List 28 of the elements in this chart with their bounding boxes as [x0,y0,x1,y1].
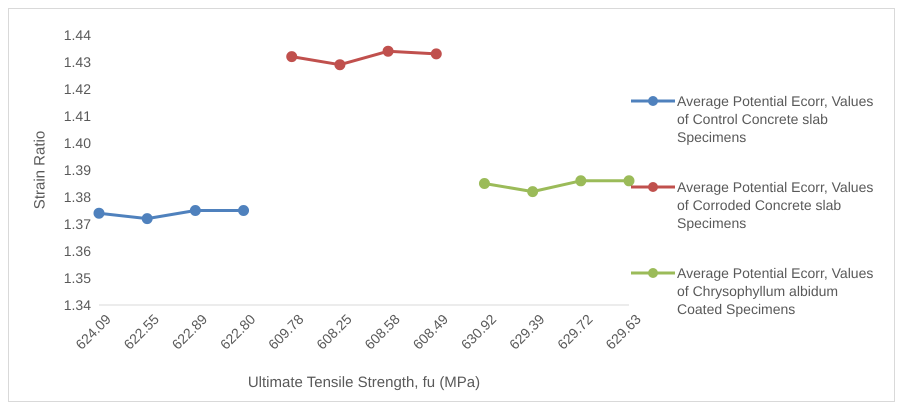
y-tick-label: 1.37 [64,216,92,232]
y-tick-label: 1.44 [64,26,92,43]
y-tick-label: 1.38 [64,188,92,205]
legend-label: Average Potential Ecorr, Values of Chrysophyllum albidum Coated Specimens [677,264,874,318]
point [382,46,394,57]
y-tick-label: 1.36 [64,242,92,259]
y-tick-label: 1.43 [64,54,92,70]
y-tick-label: 1.41 [64,108,92,124]
point [624,175,634,186]
legend-label: Average Potential Ecorr, Values of Control Concrete slab Specimens [677,92,874,146]
point [334,59,346,70]
point [478,178,490,189]
legend-label: Average Potential Ecorr, Values of Corroded Concrete slab Specimens [677,178,874,232]
point [527,186,538,198]
y-tick-label: 1.42 [64,80,92,97]
y-axis-title: Strain Ratio [31,130,48,210]
point [142,213,153,224]
point [575,175,586,186]
point [94,208,104,219]
y-tick-label: 1.39 [64,162,92,178]
point [430,48,442,60]
point [286,51,298,62]
point [190,205,201,216]
y-tick-label: 1.35 [64,270,92,286]
point [238,205,250,216]
y-tick-label: 1.40 [64,134,92,151]
x-axis-title: Ultimate Tensile Strength, fu (MPa) [248,374,480,391]
y-tick-label: 1.34 [64,296,92,313]
